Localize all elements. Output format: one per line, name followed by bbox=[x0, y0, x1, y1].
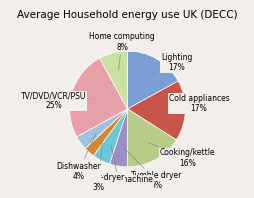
Text: Washing machine
5%: Washing machine 5% bbox=[85, 145, 153, 195]
Title: Average Household energy use UK (DECC): Average Household energy use UK (DECC) bbox=[17, 10, 237, 20]
Text: Home computing
8%: Home computing 8% bbox=[89, 32, 154, 70]
Text: TV/DVD/VCR/PSU
25%: TV/DVD/VCR/PSU 25% bbox=[21, 91, 91, 110]
Wedge shape bbox=[85, 109, 127, 156]
Text: Washer-dryer
3%: Washer-dryer 3% bbox=[73, 140, 124, 192]
Wedge shape bbox=[127, 51, 178, 109]
Wedge shape bbox=[109, 109, 127, 167]
Wedge shape bbox=[127, 109, 176, 167]
Text: Cold appliances
17%: Cold appliances 17% bbox=[164, 94, 229, 113]
Wedge shape bbox=[69, 58, 127, 137]
Wedge shape bbox=[99, 51, 127, 109]
Wedge shape bbox=[76, 109, 127, 148]
Text: Lighting
17%: Lighting 17% bbox=[149, 53, 192, 75]
Text: Tumble dryer
5%: Tumble dryer 5% bbox=[123, 148, 181, 190]
Text: Cooking/kettle
16%: Cooking/kettle 16% bbox=[148, 143, 214, 168]
Wedge shape bbox=[127, 81, 185, 140]
Wedge shape bbox=[93, 109, 127, 164]
Text: Dishwasher
4%: Dishwasher 4% bbox=[56, 133, 100, 181]
